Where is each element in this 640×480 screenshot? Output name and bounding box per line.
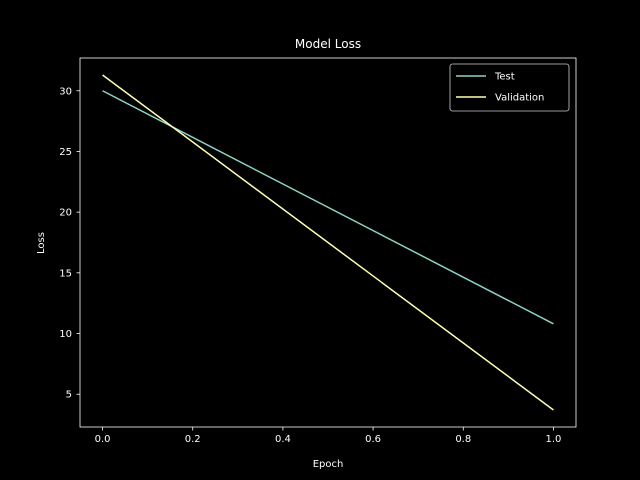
x-tick-label: 1.0 [546, 434, 562, 445]
x-tick-label: 0.2 [185, 434, 201, 445]
y-tick-label: 15 [59, 268, 72, 279]
chart-title: Model Loss [295, 37, 361, 51]
plot-area: 0.0 0.2 0.4 0.6 0.8 1.0 5 10 15 20 25 30 [59, 57, 577, 445]
series-line-validation [102, 74, 554, 411]
x-tick-label: 0.8 [455, 434, 471, 445]
x-axis-label: Epoch [313, 459, 344, 470]
x-tick-label: 0.6 [365, 434, 381, 445]
y-tick-label: 10 [59, 329, 72, 340]
legend-label: Validation [495, 93, 544, 104]
y-tick-label: 5 [66, 390, 72, 401]
x-tick-label: 0.0 [95, 434, 111, 445]
series-line-test [102, 90, 554, 325]
axes-frame [79, 57, 577, 428]
x-tick-label: 0.4 [275, 434, 291, 445]
y-tick-label: 30 [59, 86, 72, 97]
legend: Test Validation [449, 63, 570, 112]
y-axis-label: Loss [36, 232, 47, 254]
y-tick-label: 20 [59, 208, 72, 219]
y-tick-label: 25 [59, 147, 72, 158]
legend-label: Test [494, 72, 515, 83]
